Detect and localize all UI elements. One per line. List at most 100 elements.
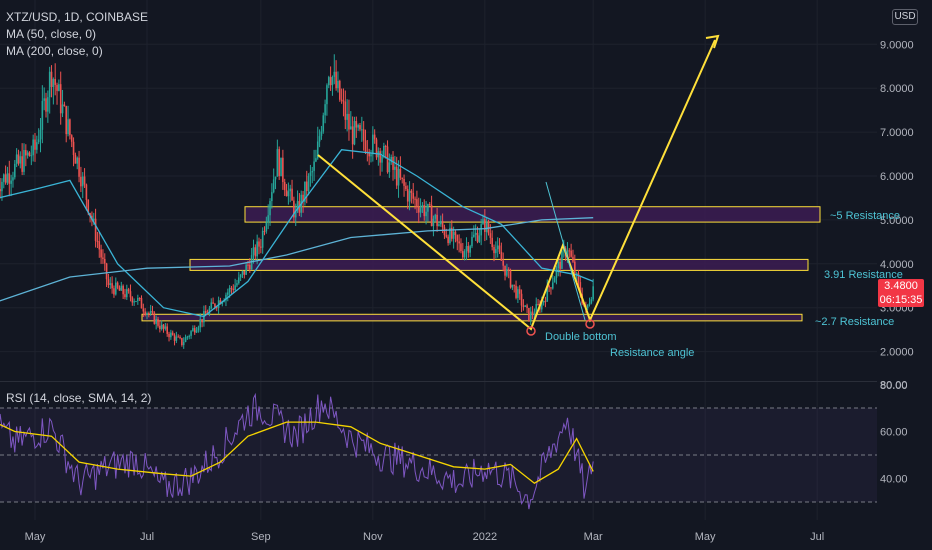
rsi-line <box>0 392 594 510</box>
time-tick-label: May <box>25 531 46 543</box>
candle-body <box>309 172 312 176</box>
candle-body <box>449 227 451 243</box>
candle-body <box>127 289 130 292</box>
candle-body <box>353 121 356 145</box>
candle-body <box>375 139 378 158</box>
candle-body <box>67 119 69 135</box>
rsi-pane <box>0 392 877 510</box>
price-tick-label: 4.0000 <box>880 259 914 271</box>
candle-body <box>491 237 493 248</box>
rsi-tick-label: 80.00 <box>880 380 908 392</box>
resistance-zone <box>244 206 821 223</box>
candle-body <box>1 181 3 192</box>
candle-body <box>199 319 202 328</box>
candle-body <box>159 325 161 330</box>
currency-badge[interactable]: USD <box>892 9 918 25</box>
ma200-legend: MA (200, close, 0) <box>6 44 103 58</box>
candle-body <box>346 113 348 120</box>
candle-body <box>574 261 576 275</box>
candle-body <box>577 273 580 283</box>
trend-projection-line <box>317 39 716 331</box>
candle-body <box>232 288 235 290</box>
candle-body <box>421 205 424 208</box>
time-tick-label: Sep <box>251 531 271 543</box>
candle-body <box>120 285 123 291</box>
candle-body <box>153 312 156 324</box>
candle-body <box>138 297 141 299</box>
candle-body <box>474 232 477 235</box>
candle-body <box>287 191 290 197</box>
symbol-legend: XTZ/USD, 1D, COINBASE <box>6 10 149 24</box>
candle-body <box>476 232 479 242</box>
price-tick-label: 5.0000 <box>880 215 914 227</box>
ma50-line <box>0 149 594 318</box>
candle-body <box>179 336 181 339</box>
candle-body <box>21 156 23 172</box>
candle-body <box>408 190 411 202</box>
candle-body <box>456 235 459 242</box>
time-tick-label: Jul <box>810 531 824 543</box>
candle-body <box>537 304 539 306</box>
candle-body <box>280 157 282 177</box>
candle-body <box>195 330 198 333</box>
candle-body <box>32 139 34 156</box>
candle-body <box>269 201 271 216</box>
candle-body <box>438 224 440 227</box>
candle-body <box>26 152 29 156</box>
pane-separator[interactable] <box>0 381 877 382</box>
candle-body <box>511 284 514 288</box>
candle-body <box>445 235 448 237</box>
candle-body <box>515 285 517 298</box>
candle-body <box>168 333 170 338</box>
candle-body <box>305 181 308 191</box>
candle-body <box>384 145 387 147</box>
candle-body <box>98 241 101 250</box>
candle-body <box>113 288 115 295</box>
candle-body <box>544 300 547 302</box>
price-tick-label: 2.0000 <box>880 347 914 359</box>
candle-body <box>238 277 240 284</box>
candle-body <box>19 156 22 164</box>
candle-body <box>94 218 97 241</box>
ma50-legend: MA (50, close, 0) <box>6 27 97 41</box>
candle-body <box>221 301 224 305</box>
candle-body <box>12 177 14 181</box>
candle-body <box>85 184 88 200</box>
candle-body <box>69 119 71 136</box>
candle-body <box>39 129 42 140</box>
candle-body <box>403 178 405 186</box>
candle-body <box>522 305 525 307</box>
candle-body <box>394 166 396 170</box>
candle-body <box>348 113 350 130</box>
candle-body <box>260 246 262 248</box>
time-axis[interactable]: May Jul Sep Nov 2022 Mar May Jul <box>25 531 825 543</box>
candle-body <box>485 222 488 232</box>
candle-body <box>171 332 174 336</box>
last-price-tag: 3.4800 06:15:35 <box>878 279 924 307</box>
candle-body <box>41 100 44 130</box>
candle-body <box>392 156 394 170</box>
candle-body <box>234 285 236 290</box>
candle-body <box>529 311 532 321</box>
candle-body <box>357 125 359 128</box>
candle-body <box>294 210 297 218</box>
candle-body <box>157 319 159 326</box>
candle-body <box>162 324 165 329</box>
resistance-angle-line <box>545 181 586 321</box>
candle-body <box>226 292 229 295</box>
candle-body <box>548 285 550 288</box>
candle-body <box>263 230 266 232</box>
candle-body <box>344 101 347 120</box>
candle-body <box>114 282 117 295</box>
candle-body <box>23 150 25 172</box>
candle-body <box>397 168 400 186</box>
candle-body <box>524 305 527 307</box>
candle-body <box>588 303 591 305</box>
candle-body <box>419 207 422 213</box>
label-res391: 3.91 Resistance <box>824 269 903 281</box>
price-axis[interactable]: 2.00003.00004.00005.00006.00007.00008.00… <box>880 39 914 358</box>
candles <box>0 54 594 349</box>
label-res5: ~5 Resistance <box>830 210 900 222</box>
